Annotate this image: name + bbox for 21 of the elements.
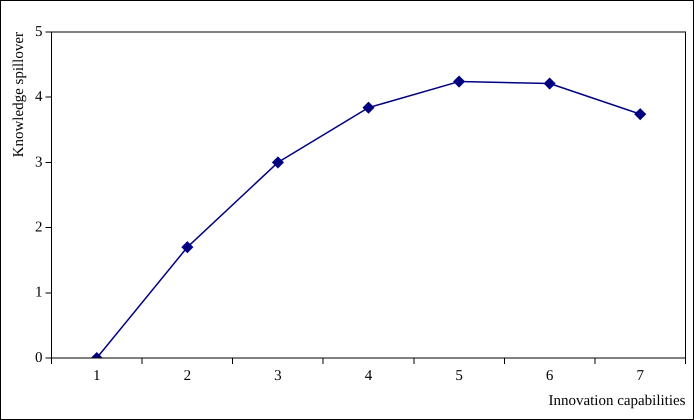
x-tick-label: 5 xyxy=(455,368,463,384)
y-tick-label: 2 xyxy=(35,220,42,236)
x-tick-label: 1 xyxy=(93,368,101,384)
y-tick-label: 5 xyxy=(35,24,42,40)
x-axis-title: Innovation capabilities xyxy=(548,392,686,409)
y-tick-label: 4 xyxy=(35,89,43,106)
y-axis-title: Knowledge spillover xyxy=(10,32,27,158)
point xyxy=(634,108,646,120)
y-tick-label: 0 xyxy=(35,350,42,366)
x-tick-label: 3 xyxy=(274,368,282,384)
x-tick-label: 7 xyxy=(636,368,644,384)
x-tick-label: 6 xyxy=(546,368,554,384)
point xyxy=(544,78,556,90)
y-tick-label: 1 xyxy=(35,284,42,301)
point xyxy=(272,156,284,168)
point xyxy=(453,76,465,88)
y-tick-label: 3 xyxy=(35,154,42,170)
point xyxy=(362,102,374,114)
point xyxy=(182,241,194,253)
x-tick-label: 4 xyxy=(364,368,373,384)
x-tick-label: 2 xyxy=(184,368,192,384)
